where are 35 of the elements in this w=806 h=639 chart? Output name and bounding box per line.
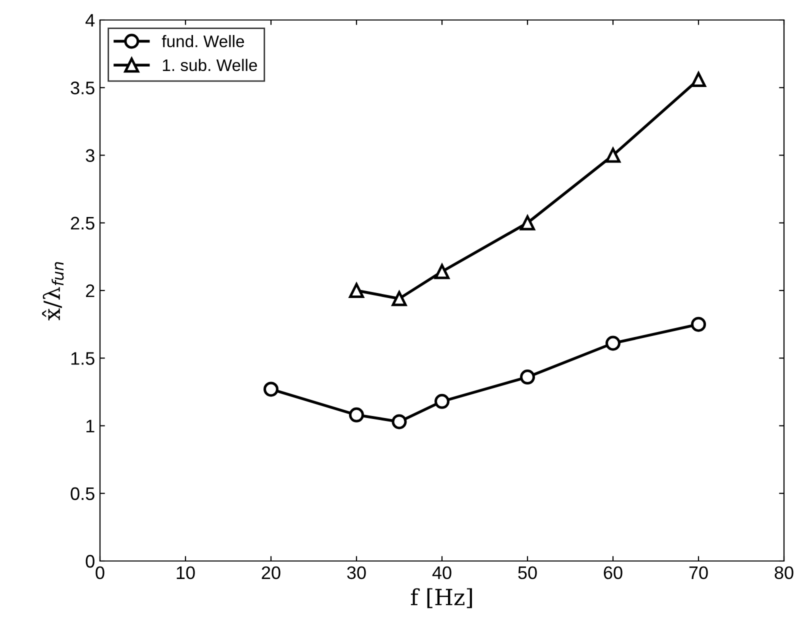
point: [691, 316, 706, 332]
legend-label: 1. sub. Welle: [162, 58, 257, 72]
point: [606, 148, 620, 163]
x-axis-title: f [Hz]: [410, 588, 472, 608]
point: [349, 407, 364, 422]
y-tick-label: 3: [86, 149, 94, 162]
point: [434, 394, 450, 409]
point: [349, 283, 364, 298]
y-axis-title: x̂/λ$_{fun}$: [42, 262, 64, 320]
y-tick-label: 2: [86, 284, 94, 298]
y-tick-label: 3.5: [70, 82, 94, 94]
x-tick-label: 0: [96, 566, 104, 580]
y-tick-label: 4: [86, 14, 95, 27]
x-tick-label: 10: [176, 566, 195, 580]
y-tick-label: 1.5: [71, 352, 94, 365]
x-tick-label: 80: [774, 566, 794, 580]
point: [392, 414, 407, 430]
point: [691, 72, 706, 88]
x-tick-label: 50: [518, 566, 537, 580]
point: [606, 336, 620, 351]
x-tick-label: 40: [432, 566, 452, 580]
point: [264, 382, 278, 397]
y-tick-label: 0.5: [70, 487, 94, 500]
x-tick-label: 30: [347, 566, 366, 580]
point: [520, 370, 535, 385]
point: [392, 291, 407, 306]
point: [434, 264, 450, 280]
point: [520, 215, 535, 230]
x-tick-label: 60: [604, 566, 622, 580]
x-tick-label: 20: [262, 566, 280, 580]
y-tick-label: 2.5: [70, 216, 94, 230]
y-tick-label: 0: [86, 554, 94, 568]
x-tick-label: 70: [689, 566, 708, 580]
legend-label: fund. Welle: [162, 35, 244, 48]
y-tick-label: 1: [86, 420, 94, 432]
